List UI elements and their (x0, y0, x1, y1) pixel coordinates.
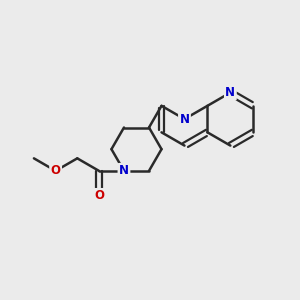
Text: N: N (225, 86, 236, 99)
Text: O: O (51, 164, 61, 177)
Text: N: N (179, 112, 190, 126)
Text: N: N (119, 164, 129, 177)
Text: O: O (94, 189, 104, 203)
